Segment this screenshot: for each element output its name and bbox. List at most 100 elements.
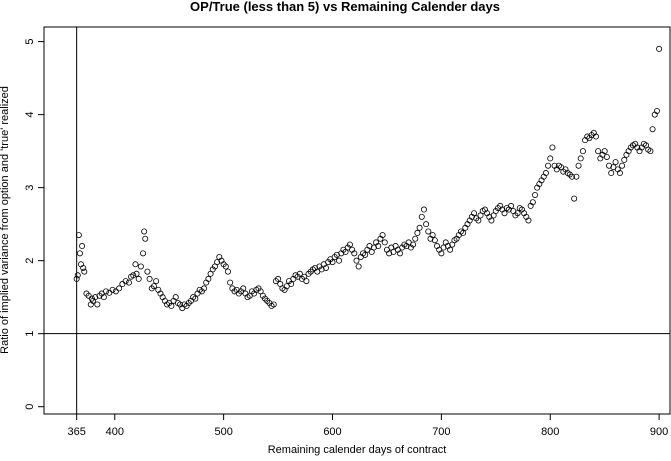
y-tick-label: 1 xyxy=(24,331,36,337)
data-point xyxy=(414,229,421,236)
data-point xyxy=(106,289,113,296)
data-point xyxy=(431,237,438,244)
y-tick-label: 4 xyxy=(24,112,36,118)
data-point xyxy=(353,257,360,264)
data-point xyxy=(125,279,132,286)
data-point xyxy=(346,241,353,248)
x-tick-label: 500 xyxy=(214,426,232,438)
data-point xyxy=(418,213,425,220)
data-point xyxy=(379,232,386,239)
data-point xyxy=(397,250,404,257)
data-point xyxy=(75,232,82,239)
data-point xyxy=(429,232,436,239)
data-point xyxy=(653,107,660,114)
data-point xyxy=(141,228,148,235)
data-point xyxy=(579,148,586,155)
data-point xyxy=(275,275,282,282)
data-point xyxy=(351,250,358,257)
data-point xyxy=(333,251,340,258)
data-point xyxy=(366,243,373,250)
data-point xyxy=(525,217,532,224)
y-tick-label: 0 xyxy=(24,404,36,410)
x-tick-label: 900 xyxy=(650,426,668,438)
data-point xyxy=(649,126,656,133)
data-point xyxy=(322,264,329,271)
data-point xyxy=(100,294,107,301)
data-point xyxy=(80,264,87,271)
data-point xyxy=(135,275,142,282)
data-point xyxy=(386,250,393,257)
data-point xyxy=(140,250,147,257)
x-tick-label: 400 xyxy=(106,426,124,438)
reference-lines xyxy=(44,27,670,414)
data-point xyxy=(656,45,663,52)
data-point xyxy=(142,235,149,242)
y-axis-label: Ratio of implied variance from option an… xyxy=(0,86,11,354)
data-point xyxy=(514,210,521,217)
data-point xyxy=(412,235,419,242)
data-point xyxy=(420,206,427,213)
data-point xyxy=(612,159,619,166)
data-point xyxy=(112,288,119,295)
data-point xyxy=(606,162,613,169)
data-point xyxy=(81,268,88,275)
data-point xyxy=(577,155,584,162)
data-point xyxy=(133,270,140,277)
x-axis-label: Remaining calender days of contract xyxy=(268,444,447,456)
data-point xyxy=(303,278,310,285)
data-point xyxy=(168,302,175,309)
data-point xyxy=(608,170,615,177)
data-point xyxy=(92,294,99,301)
data-point xyxy=(573,173,580,180)
data-points xyxy=(73,45,663,312)
data-point xyxy=(488,217,495,224)
data-point xyxy=(508,202,515,209)
data-point xyxy=(119,281,126,288)
data-point xyxy=(296,270,303,277)
data-point xyxy=(569,173,576,180)
data-point xyxy=(619,162,626,169)
data-point xyxy=(592,133,599,140)
data-point xyxy=(288,281,295,288)
data-point xyxy=(575,162,582,169)
data-point xyxy=(595,148,602,155)
data-point xyxy=(144,268,151,275)
data-point xyxy=(547,155,554,162)
data-point xyxy=(375,243,382,250)
data-point xyxy=(76,250,83,257)
data-point xyxy=(647,148,654,155)
x-axis: 365 400 500 600 700 800 900 xyxy=(67,414,668,438)
data-point xyxy=(150,283,157,290)
data-point xyxy=(224,268,231,275)
x-tick-label: 600 xyxy=(323,426,341,438)
data-point xyxy=(549,144,556,151)
data-point xyxy=(214,259,221,266)
data-point xyxy=(240,285,247,292)
data-point xyxy=(438,250,445,257)
chart-title: OP/True (less than 5) vs Remaining Calen… xyxy=(190,0,500,14)
data-point xyxy=(270,301,277,308)
data-point xyxy=(109,286,116,293)
data-point xyxy=(529,199,536,206)
data-point xyxy=(336,257,343,264)
data-point xyxy=(475,217,482,224)
data-point xyxy=(94,301,101,308)
data-point xyxy=(201,285,208,292)
data-point xyxy=(370,244,377,251)
data-point xyxy=(416,224,423,231)
data-point xyxy=(621,156,628,163)
data-point xyxy=(460,229,467,236)
data-point xyxy=(116,285,123,292)
data-point xyxy=(73,275,80,282)
x-tick-label: 365 xyxy=(67,426,85,438)
data-point xyxy=(79,243,86,250)
data-point xyxy=(205,275,212,282)
data-point xyxy=(381,239,388,246)
data-point xyxy=(423,221,430,228)
data-point xyxy=(132,261,139,268)
x-tick-label: 800 xyxy=(541,426,559,438)
data-point xyxy=(153,278,160,285)
data-point xyxy=(137,263,144,270)
data-point xyxy=(192,295,199,302)
